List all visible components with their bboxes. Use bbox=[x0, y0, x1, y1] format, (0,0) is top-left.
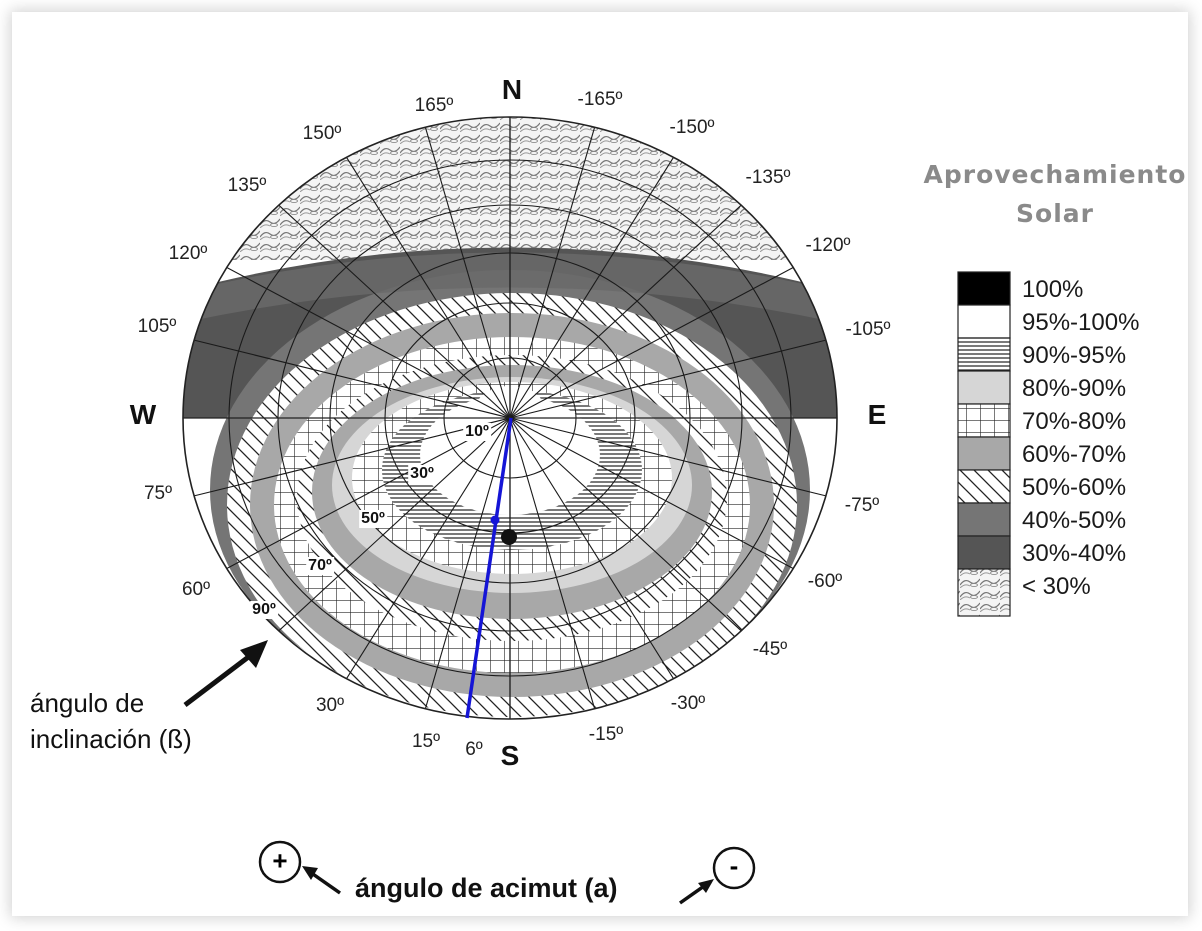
legend-item: 95%-100% bbox=[955, 305, 1185, 338]
legend: 100% 95%-100% 90%-95% 80%-90% 70%-80% 60… bbox=[955, 272, 1185, 602]
azimuth-label-minus-120: -120º bbox=[805, 235, 851, 256]
selected-orientation-line bbox=[465, 417, 513, 719]
azimuth-label-minus-105: -105º bbox=[845, 319, 891, 340]
legend-item: < 30% bbox=[955, 569, 1185, 602]
legend-label: 100% bbox=[1022, 276, 1084, 303]
minus-circle bbox=[712, 846, 756, 890]
disc-outline bbox=[182, 116, 838, 720]
legend-label: 40%-50% bbox=[1022, 507, 1127, 534]
legend-label: 60%-70% bbox=[1022, 441, 1127, 468]
swatch-30-40 bbox=[957, 535, 1011, 570]
east-label: E bbox=[867, 399, 887, 430]
plus-sign: + bbox=[272, 845, 288, 876]
legend-item: 80%-90% bbox=[955, 371, 1185, 404]
azimuth-label-minus-30: -30º bbox=[670, 693, 706, 714]
legend-item: 70%-80% bbox=[955, 404, 1185, 437]
inclination-caption-line1: ángulo de bbox=[30, 688, 145, 718]
swatch-100 bbox=[957, 271, 1011, 306]
tilt-label-50: 50º bbox=[359, 510, 387, 528]
swatch-50-60 bbox=[957, 469, 1011, 504]
inclination-caption: ángulo de inclinación (ß) bbox=[30, 685, 192, 757]
azimuth-label-minus-75: -75º bbox=[844, 495, 880, 516]
legend-label: 80%-90% bbox=[1022, 375, 1127, 402]
azimuth-label-30: 30º bbox=[315, 695, 345, 716]
azimuth-label-6: 6º bbox=[465, 739, 483, 760]
legend-label: 30%-40% bbox=[1022, 540, 1127, 567]
west-label: W bbox=[129, 399, 157, 430]
inclination-caption-line2: inclinación (ß) bbox=[30, 724, 192, 754]
inclination-arrow bbox=[183, 640, 268, 707]
azimuth-label-minus-135: -135º bbox=[745, 167, 791, 188]
azimuth-label-75: 75º bbox=[143, 483, 173, 504]
legend-label: 50%-60% bbox=[1022, 474, 1127, 501]
swatch-95-100 bbox=[957, 304, 1011, 339]
optimum-point-marker bbox=[501, 529, 517, 545]
swatch-below-30 bbox=[957, 568, 1011, 617]
minus-sign: - bbox=[729, 850, 739, 881]
azimuth-minus-arrow bbox=[678, 879, 714, 905]
legend-label: 95%-100% bbox=[1022, 309, 1140, 336]
azimuth-plus-arrow bbox=[302, 866, 342, 895]
azimuth-caption: ángulo de acimut (a) bbox=[355, 873, 618, 903]
legend-item: 50%-60% bbox=[955, 470, 1185, 503]
azimuth-label-60: 60º bbox=[181, 579, 211, 600]
plus-circle bbox=[258, 840, 302, 884]
tilt-label-70: 70º bbox=[306, 557, 334, 575]
azimuth-label-165: 165º bbox=[414, 95, 454, 116]
legend-label: 70%-80% bbox=[1022, 408, 1127, 435]
swatch-80-90 bbox=[957, 370, 1011, 405]
azimuth-label-minus-45: -45º bbox=[752, 639, 788, 660]
legend-swatches bbox=[957, 271, 1011, 617]
zone-40-50-band bbox=[183, 252, 837, 330]
swatch-90-95 bbox=[957, 337, 1011, 372]
south-label: S bbox=[500, 740, 520, 771]
legend-title-line2: Solar bbox=[1016, 199, 1094, 228]
legend-item: 60%-70% bbox=[955, 437, 1185, 470]
swatch-70-80 bbox=[957, 403, 1011, 438]
selected-point-marker bbox=[490, 515, 500, 525]
legend-label: 90%-95% bbox=[1022, 342, 1127, 369]
legend-item: 100% bbox=[955, 272, 1185, 305]
azimuth-label-minus-150: -150º bbox=[669, 117, 715, 138]
azimuth-label-minus-60: -60º bbox=[807, 571, 843, 592]
azimuth-label-150: 150º bbox=[302, 123, 342, 144]
legend-title-line1: Aprovechamiento bbox=[923, 160, 1187, 189]
azimuth-label-minus-15: -15º bbox=[588, 724, 624, 745]
azimuth-label-135: 135º bbox=[227, 175, 267, 196]
legend-label: < 30% bbox=[1022, 573, 1091, 600]
azimuth-label-minus-165: -165º bbox=[577, 89, 623, 110]
azimuth-label-15: 15º bbox=[411, 731, 441, 752]
legend-item: 90%-95% bbox=[955, 338, 1185, 371]
tilt-label-10: 10º bbox=[463, 423, 491, 441]
swatch-60-70 bbox=[957, 436, 1011, 471]
tilt-label-90: 90º bbox=[250, 601, 278, 619]
swatch-40-50 bbox=[957, 502, 1011, 537]
legend-item: 40%-50% bbox=[955, 503, 1185, 536]
legend-title: Aprovechamiento Solar bbox=[915, 155, 1195, 233]
tilt-label-30: 30º bbox=[408, 465, 436, 483]
legend-item: 30%-40% bbox=[955, 536, 1185, 569]
azimuth-label-120: 120º bbox=[168, 243, 208, 264]
azimuth-label-105: 105º bbox=[137, 316, 177, 337]
north-label: N bbox=[501, 74, 523, 105]
